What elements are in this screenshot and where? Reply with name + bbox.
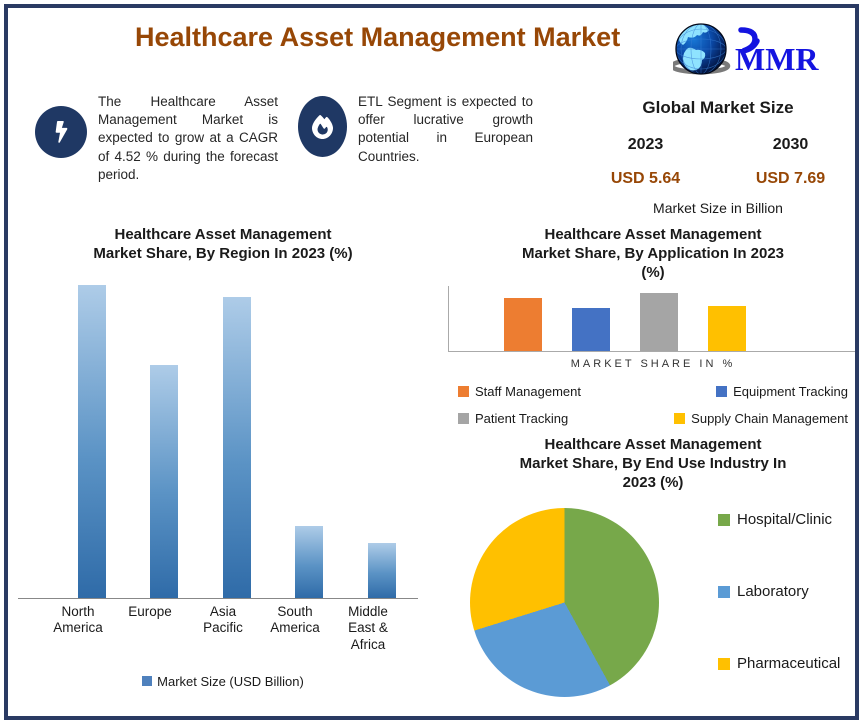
svg-text:MMR: MMR (735, 41, 819, 77)
